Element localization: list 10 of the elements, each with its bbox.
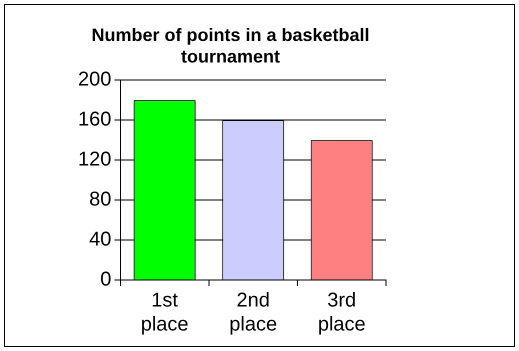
x-tick-label: 2nd place	[229, 290, 278, 336]
y-tick-label: 40	[89, 228, 112, 251]
y-tick-label: 120	[78, 148, 112, 171]
y-tick-label: 200	[78, 68, 112, 91]
x-tick-label: 1st place	[140, 290, 189, 336]
y-tick-label: 80	[89, 188, 112, 211]
chart-title: Number of points in a basketball tournament	[91, 24, 370, 66]
x-tick-label: 3rd place	[318, 290, 366, 336]
y-tick-label: 160	[78, 108, 112, 131]
y-tick-label: 0	[100, 268, 112, 291]
